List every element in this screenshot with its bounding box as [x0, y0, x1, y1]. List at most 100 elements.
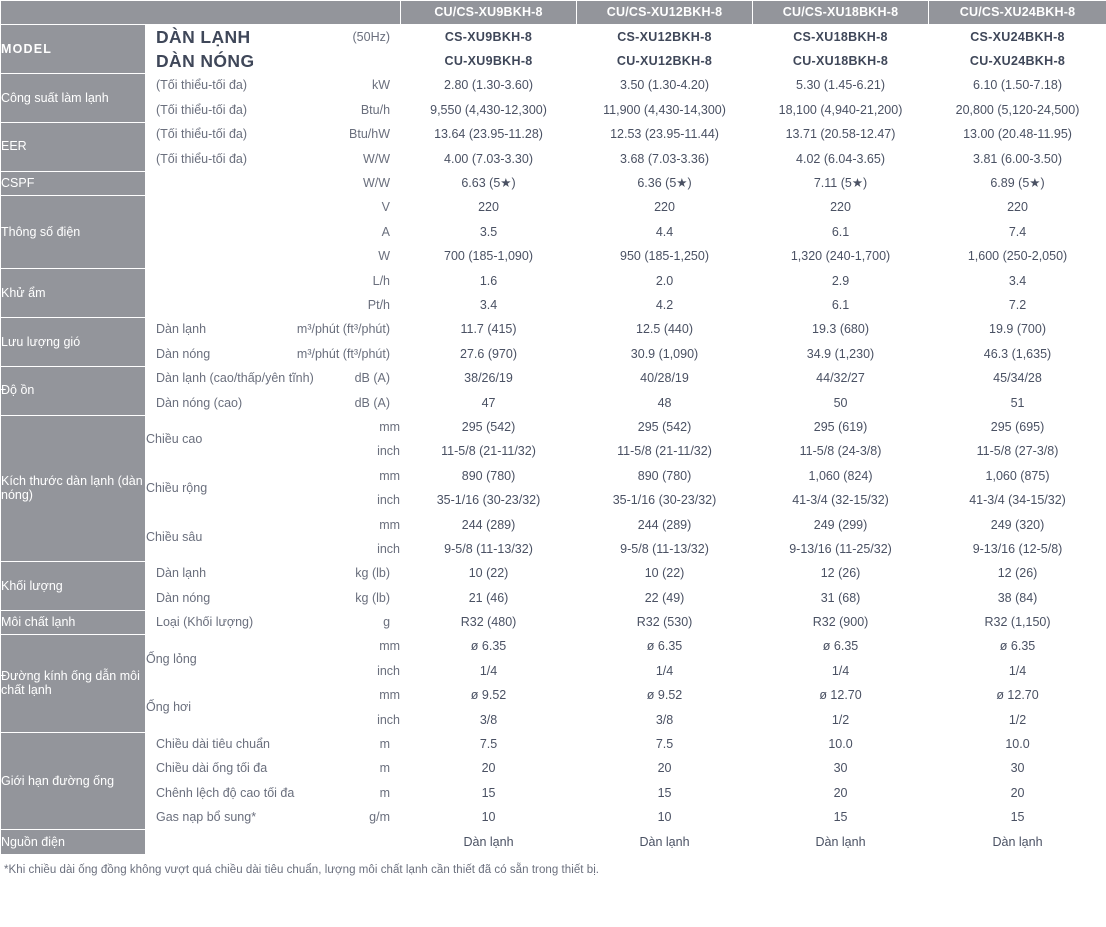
row-label-unit-cell: Chiều dài ống tối đa m — [144, 756, 402, 782]
value-cell: 9-13/16 (12-5/8) — [928, 536, 1106, 562]
value-cell: 10 (22) — [400, 560, 578, 587]
value-cell: R32 (1,150) — [928, 609, 1106, 636]
unit-label: dB (A) — [354, 395, 391, 410]
row-label-unit-cell: Dàn nóng kg (lb) — [144, 585, 402, 611]
value-cell: 249 (299) — [752, 512, 930, 538]
value-cell: 10.0 — [928, 731, 1106, 758]
table-row: (Tối thiểu-tối đa) Btu/h 9,550 (4,430-12,3… — [1, 97, 1106, 123]
row-label: Dàn nóng — [156, 590, 211, 605]
unit-label: mm — [234, 634, 402, 660]
table-row: Thông số điện V 220 220 220 220 — [0, 195, 1106, 270]
value-cell: 220 — [400, 195, 578, 221]
value-cell: Dàn lạnh — [752, 829, 930, 855]
value-cell: 12.53 (23.95-11.44) — [576, 121, 754, 148]
unit-label: g — [383, 615, 391, 630]
value-cell: 249 (320) — [928, 512, 1106, 538]
value-cell: Dàn lạnh — [576, 829, 754, 855]
column-header-4: CU/CS-XU24BKH-8 — [928, 0, 1106, 26]
value-cell: 295 (619) — [752, 414, 930, 441]
group-label: Chiều rộng — [145, 463, 236, 514]
outdoor-unit-label-cell: DÀN NÓNG — [144, 48, 402, 75]
value-cell: 10 (22) — [576, 560, 754, 587]
value-cell: 4.00 (7.03-3.30) — [400, 146, 578, 172]
value-cell: ø 9.52 — [576, 682, 754, 709]
unit-label: inch — [234, 487, 402, 514]
value-cell: 7.4 — [928, 219, 1106, 245]
specifications-table: CU/CS-XU9BKH-8 CU/CS-XU12BKH-8 CU/CS-XU18B… — [0, 0, 1106, 855]
category-section-10: Đường kính ống dẫn môi chất lạnh — [0, 634, 146, 733]
model-indoor-row: MODEL DÀN LẠNH (50Hz) CS-XU9BKH-8 CS-XU12BKH… — [0, 24, 1106, 75]
value-cell: 3/8 — [400, 707, 578, 733]
value-cell: 47 — [400, 390, 578, 416]
row-label: Chênh lệch độ cao tối đa — [156, 785, 295, 800]
unit-label: inch — [234, 536, 402, 562]
table-row: (Tối thiểu-tối đa) W/W 4.00 (7.03-3.30) 3.6… — [1, 146, 1106, 172]
value-cell: 11-5/8 (21-11/32) — [576, 439, 754, 465]
value-cell: 11.7 (415) — [400, 317, 578, 343]
unit-label: inch — [234, 707, 402, 733]
value-cell: 1/2 — [752, 707, 930, 733]
value-cell: 50 — [752, 390, 930, 416]
table-row: Lưu lượng gió Dàn lạnh m³/phút (ft³/phút) 1… — [0, 317, 1106, 367]
value-cell: 31 (68) — [752, 585, 930, 611]
value-cell: 220 — [576, 195, 754, 221]
value-cell: 40/28/19 — [576, 365, 754, 392]
value-cell: 295 (695) — [928, 414, 1106, 441]
value-cell: 6.10 (1.50-7.18) — [928, 73, 1106, 99]
row-label: Dàn lạnh — [156, 566, 207, 581]
row-label: (Tối thiểu-tối đa) — [156, 102, 248, 117]
table-row: CSPF W/W 6.63 (5★) 6.36 (5★) 7.11 (5★) 6.89 (… — [0, 170, 1106, 197]
row-label-unit-cell: (Tối thiểu-tối đa) kW — [144, 73, 402, 99]
row-label-unit-cell: Dàn lạnh kg (lb) — [144, 560, 402, 587]
value-cell: 4.2 — [576, 292, 754, 319]
row-label-unit-cell: V — [144, 195, 402, 221]
unit-label: W/W — [362, 151, 391, 166]
value-cell: 7.5 — [400, 731, 578, 758]
value-cell: 35-1/16 (30-23/32) — [576, 487, 754, 514]
value-cell: 41-3/4 (32-15/32) — [752, 487, 930, 514]
value-cell: 700 (185-1,090) — [400, 243, 578, 270]
value-cell: 13.71 (20.58-12.47) — [752, 121, 930, 148]
group-label: Ống hơi — [145, 682, 236, 733]
value-cell: 6.36 (5★) — [576, 170, 754, 197]
group-label: Ống lỏng — [145, 634, 236, 684]
value-cell: 11,900 (4,430-14,300) — [576, 97, 754, 123]
table-row: Nguồn điện Dàn lạnh Dàn lạnh Dàn lạnh Dàn lạ… — [0, 829, 1106, 855]
value-cell: 12 (26) — [928, 560, 1106, 587]
unit-label: kg (lb) — [355, 566, 391, 581]
value-cell: 12.5 (440) — [576, 317, 754, 343]
value-cell: 1/4 — [928, 658, 1106, 684]
table-row: Khối lượng Dàn lạnh kg (lb) 10 (22) 10 (22) 1… — [0, 560, 1106, 611]
value-cell: Dàn lạnh — [928, 829, 1106, 855]
value-cell: 7.11 (5★) — [752, 170, 930, 197]
value-cell: 12 (26) — [752, 560, 930, 587]
unit-label: mm — [234, 414, 402, 441]
unit-label: mm — [234, 682, 402, 709]
table-row: Gas nạp bổ sung* g/m 10 10 15 15 — [1, 804, 1106, 831]
value-cell: 44/32/27 — [752, 365, 930, 392]
value-cell: ø 6.35 — [576, 634, 754, 660]
value-cell: 1,600 (250-2,050) — [928, 243, 1106, 270]
value-cell: 3.5 — [400, 219, 578, 245]
value-cell: 9-5/8 (11-13/32) — [576, 536, 754, 562]
row-label-unit-cell: Dàn nóng m³/phút (ft³/phút) — [144, 341, 402, 367]
unit-label: m³/phút (ft³/phút) — [296, 322, 391, 337]
header-spacer — [0, 0, 402, 26]
value-cell: 35-1/16 (30-23/32) — [400, 487, 578, 514]
value-cell: 3.81 (6.00-3.50) — [928, 146, 1106, 172]
row-label: (Tối thiểu-tối đa) — [156, 78, 248, 93]
value-cell: 30.9 (1,090) — [576, 341, 754, 367]
value-cell: 7.5 — [576, 731, 754, 758]
row-label-unit-cell: Chênh lệch độ cao tối đa m — [144, 780, 402, 806]
value-cell: 2.9 — [752, 268, 930, 294]
row-label: (Tối thiểu-tối đa) — [156, 127, 248, 142]
row-label: Dàn nóng — [156, 346, 211, 361]
table-row: Dàn nóng m³/phút (ft³/phút) 27.6 (970) 30.9… — [1, 341, 1106, 367]
row-label-unit-cell: (Tối thiểu-tối đa) W/W — [144, 146, 402, 172]
value-cell: 38/26/19 — [400, 365, 578, 392]
indoor-model-1: CS-XU9BKH-8 — [400, 24, 578, 50]
table-row: inch 35-1/16 (30-23/32) 35-1/16 (30-23/32)… — [1, 487, 1106, 514]
value-cell: 3.4 — [928, 268, 1106, 294]
indoor-unit-label: DÀN LẠNH — [156, 26, 251, 47]
value-cell: 10 — [576, 804, 754, 831]
